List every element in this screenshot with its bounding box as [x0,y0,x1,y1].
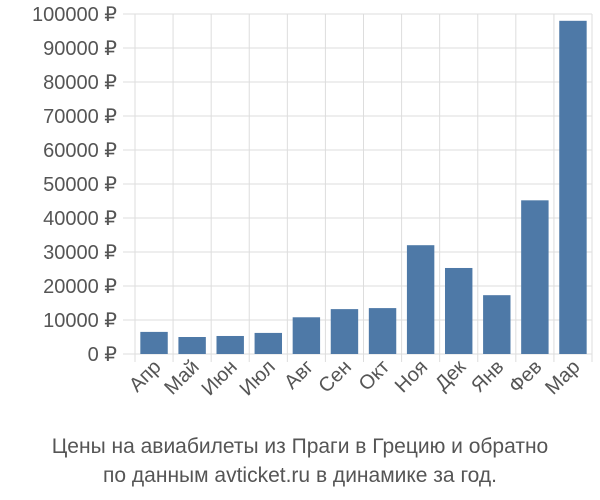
x-tick-label: Ноя [391,356,432,397]
x-tick-label: Апр [125,356,166,397]
x-tick-label: Сен [315,356,356,397]
bar [559,20,587,355]
bar [521,200,549,354]
y-tick-label: 60000 ₽ [43,140,117,162]
y-tick-label: 90000 ₽ [43,38,117,60]
bar [330,309,359,354]
chart-caption-line-1: Цены на авиабилеты из Праги в Грецию и о… [51,435,549,458]
x-tick-label: Фев [505,356,547,398]
bar [140,331,168,354]
bar [406,245,435,354]
x-tick-label: Июл [236,356,280,400]
bar [444,267,473,354]
grid-lines [123,13,593,362]
bar [483,295,511,354]
bar [292,317,321,354]
bar [368,308,397,354]
x-tick-label: Июн [198,356,242,400]
x-tick-label: Дек [431,356,470,395]
y-tick-label: 80000 ₽ [43,72,117,94]
bar [216,335,244,354]
bar [178,337,206,354]
x-tick-label: Янв [467,356,508,397]
y-tick-label: 100000 ₽ [32,4,117,26]
y-tick-label: 50000 ₽ [43,174,117,196]
y-tick-label: 0 ₽ [88,344,118,366]
x-tick-label: Май [160,356,203,399]
x-tick-label: Авг [280,356,318,394]
y-tick-label: 30000 ₽ [43,242,117,264]
y-tick-label: 10000 ₽ [43,310,117,332]
y-tick-label: 20000 ₽ [43,276,117,298]
y-tick-label: 40000 ₽ [43,208,117,230]
x-tick-label: Окт [355,356,394,395]
y-axis-ticks: 0 ₽ 10000 ₽ 20000 ₽ 30000 ₽ 40000 ₽ 50000 ₽ 60… [32,4,117,366]
chart-caption-line-2: по данным avticket.ru в динамике за год. [103,464,497,487]
x-tick-label: Мар [541,356,584,399]
y-tick-label: 70000 ₽ [43,106,117,128]
bars [140,20,587,355]
bar [254,332,283,354]
